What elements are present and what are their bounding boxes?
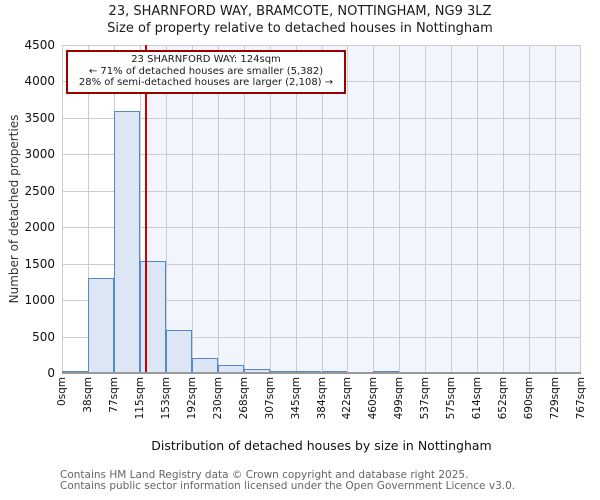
x-tick-label: 652sqm <box>497 377 510 420</box>
chart-title: 23, SHARNFORD WAY, BRAMCOTE, NOTTINGHAM,… <box>108 4 492 19</box>
x-axis-line <box>62 372 581 374</box>
x-tick-label: 0sqm <box>56 377 68 407</box>
x-tick-label: 345sqm <box>289 377 302 420</box>
x-tick-label: 729sqm <box>549 377 562 420</box>
gridline-vertical <box>87 45 89 373</box>
y-tick-label: 2000 <box>24 220 55 235</box>
x-tick-label: 38sqm <box>81 377 94 413</box>
x-tick-label: 230sqm <box>211 377 224 420</box>
annotation-line-3: 28% of semi-detached houses are larger (… <box>78 77 334 88</box>
x-tick-label: 115sqm <box>133 377 146 420</box>
x-tick-label: 575sqm <box>445 377 458 420</box>
y-tick-label: 1500 <box>24 256 55 271</box>
gridline-horizontal <box>62 117 581 119</box>
histogram-bar <box>139 261 166 373</box>
gridline-horizontal <box>62 227 581 229</box>
x-tick-label: 499sqm <box>393 377 406 420</box>
footer-attribution-line-1: Contains HM Land Registry data © Crown c… <box>60 469 469 481</box>
gridline-vertical <box>243 45 245 373</box>
y-tick-label: 4500 <box>24 38 55 52</box>
y-axis-title: Number of detached properties <box>7 114 21 304</box>
gridline-horizontal <box>62 45 581 46</box>
gridline-horizontal <box>62 300 581 302</box>
histogram-bar <box>113 110 140 373</box>
gridline-horizontal <box>62 154 581 156</box>
subject-property-marker-line <box>144 45 147 373</box>
gridline-vertical <box>191 45 193 373</box>
y-tick-label: 0 <box>47 366 55 380</box>
x-tick-label: 153sqm <box>159 377 172 420</box>
gridline-vertical <box>477 45 479 373</box>
x-tick-label: 537sqm <box>419 377 432 420</box>
annotation-line-2: ← 71% of detached houses are smaller (5,… <box>88 65 324 77</box>
gridline-horizontal <box>62 336 581 338</box>
plot-area: 23 SHARNFORD WAY: 124sqm ← 71% of detach… <box>62 45 581 374</box>
gridline-vertical <box>373 45 375 373</box>
chart-subtitle: Size of property relative to detached ho… <box>107 21 493 36</box>
y-tick-label: 1000 <box>24 293 55 308</box>
x-tick-label: 77sqm <box>107 377 120 413</box>
y-tick-label: 3000 <box>24 147 55 162</box>
x-tick-label: 690sqm <box>523 377 536 420</box>
gridline-vertical <box>295 45 297 373</box>
gridline-vertical <box>529 45 531 373</box>
histogram-bar <box>165 330 192 373</box>
histogram-bar <box>191 357 218 373</box>
x-axis-title: Distribution of detached houses by size … <box>151 438 492 453</box>
larger-sizes-shade-region <box>145 45 581 373</box>
x-tick-label: 767sqm <box>575 377 587 420</box>
footer-attribution-line-2: Contains public sector information licen… <box>60 480 516 492</box>
y-tick-label: 2500 <box>24 183 55 198</box>
x-tick-label: 384sqm <box>315 377 328 420</box>
y-tick-label: 4000 <box>24 74 55 89</box>
gridline-vertical <box>555 45 557 373</box>
annotation-line-1: 23 SHARNFORD WAY: 124sqm <box>131 54 281 65</box>
y-tick-label: 500 <box>32 329 55 344</box>
x-tick-label: 422sqm <box>341 377 354 420</box>
gridline-vertical <box>347 45 349 373</box>
gridline-vertical <box>217 45 219 373</box>
gridline-vertical <box>165 45 167 373</box>
annotation-box: 23 SHARNFORD WAY: 124sqm ← 71% of detach… <box>66 50 346 94</box>
gridline-vertical <box>139 45 141 373</box>
gridline-vertical <box>321 45 323 373</box>
gridline-vertical <box>451 45 453 373</box>
gridline-horizontal <box>62 263 581 265</box>
gridline-vertical <box>269 45 271 373</box>
gridline-horizontal <box>62 190 581 192</box>
gridline-vertical <box>425 45 427 373</box>
x-tick-label: 307sqm <box>263 377 276 420</box>
x-tick-label: 192sqm <box>185 377 198 420</box>
x-tick-label: 268sqm <box>237 377 250 420</box>
gridline-vertical <box>399 45 401 373</box>
x-tick-label: 460sqm <box>367 377 380 420</box>
histogram-bar <box>87 278 114 373</box>
x-tick-label: 614sqm <box>471 377 484 420</box>
gridline-vertical <box>580 45 581 373</box>
gridline-vertical <box>503 45 505 373</box>
y-tick-label: 3500 <box>24 110 55 125</box>
gridline-vertical <box>62 45 63 373</box>
